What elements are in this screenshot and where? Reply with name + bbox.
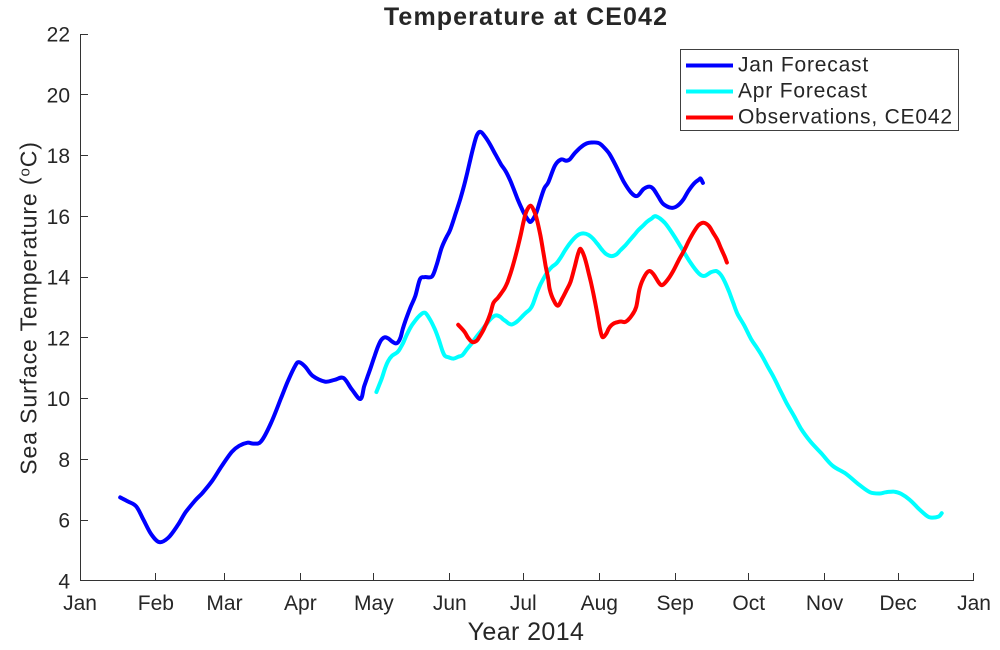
svg-text:20: 20 xyxy=(47,84,70,107)
svg-text:Oct: Oct xyxy=(732,592,765,615)
svg-text:8: 8 xyxy=(58,449,70,472)
svg-text:Dec: Dec xyxy=(879,592,916,615)
svg-text:Jan Forecast: Jan Forecast xyxy=(738,54,869,77)
svg-text:Apr: Apr xyxy=(284,592,317,615)
svg-text:Sea Surface Temperature (oC): Sea Surface Temperature (oC) xyxy=(16,141,42,475)
svg-text:Temperature at CE042: Temperature at CE042 xyxy=(384,3,668,31)
svg-text:Sep: Sep xyxy=(657,592,694,615)
svg-text:Nov: Nov xyxy=(806,592,844,615)
svg-text:Apr Forecast: Apr Forecast xyxy=(738,80,868,103)
svg-text:Jan: Jan xyxy=(957,592,991,615)
svg-text:Feb: Feb xyxy=(138,592,174,615)
svg-text:Year 2014: Year 2014 xyxy=(468,618,585,646)
svg-text:May: May xyxy=(354,592,394,615)
svg-text:Jun: Jun xyxy=(433,592,467,615)
svg-text:22: 22 xyxy=(47,24,70,47)
svg-text:Mar: Mar xyxy=(206,592,242,615)
svg-text:Jul: Jul xyxy=(510,592,537,615)
svg-text:6: 6 xyxy=(58,510,70,533)
svg-text:Aug: Aug xyxy=(581,592,618,615)
svg-text:18: 18 xyxy=(47,145,70,168)
svg-text:12: 12 xyxy=(47,327,70,350)
svg-text:16: 16 xyxy=(47,206,70,229)
svg-text:14: 14 xyxy=(47,267,71,290)
svg-text:Observations, CE042: Observations, CE042 xyxy=(738,106,953,129)
svg-text:4: 4 xyxy=(58,571,70,594)
svg-text:10: 10 xyxy=(47,388,70,411)
svg-text:Jan: Jan xyxy=(63,592,97,615)
